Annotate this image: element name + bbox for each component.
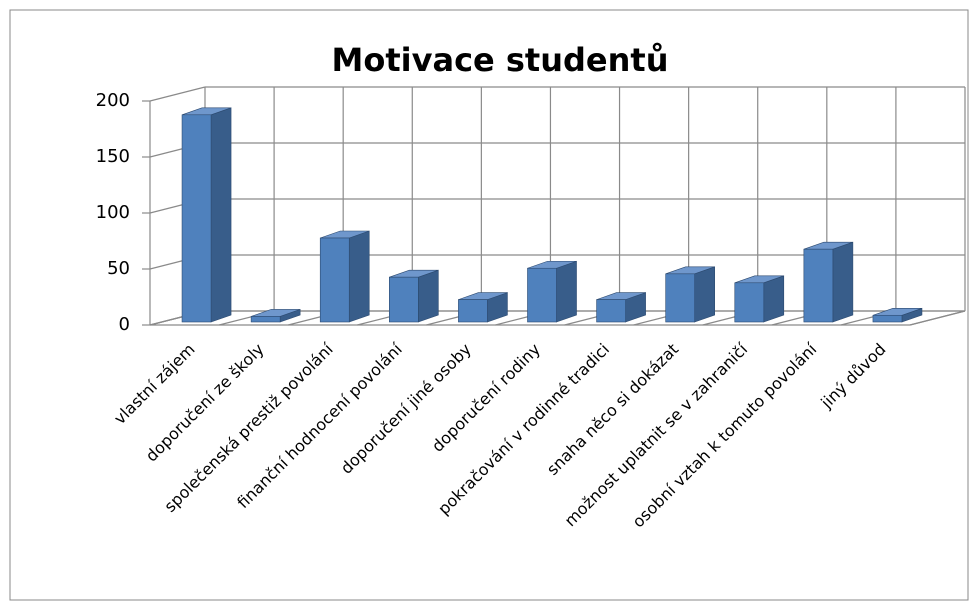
bar-side <box>210 107 232 323</box>
bar <box>181 114 212 323</box>
bar <box>458 299 488 323</box>
y-tick-label: 50 <box>107 258 130 279</box>
bar <box>596 299 626 323</box>
grid-line <box>149 86 206 102</box>
floor-line <box>909 310 966 326</box>
bar <box>527 267 557 323</box>
y-tick-label: 200 <box>96 90 130 111</box>
bar <box>872 314 903 323</box>
bar <box>734 282 765 323</box>
y-tick-label: 100 <box>96 202 130 223</box>
bar <box>250 316 281 323</box>
bar-side <box>694 266 715 323</box>
bar <box>803 248 834 323</box>
bar-side <box>418 269 439 323</box>
bar-side <box>763 275 785 323</box>
bar-side <box>556 260 577 323</box>
bar-side <box>832 241 854 323</box>
bar-side <box>348 230 370 323</box>
chart-title: Motivace studentů <box>332 41 669 79</box>
bar <box>665 273 695 323</box>
bar <box>319 237 350 323</box>
bar <box>389 276 419 323</box>
y-tick-label: 0 <box>119 314 130 335</box>
y-tick-label: 150 <box>96 146 130 167</box>
